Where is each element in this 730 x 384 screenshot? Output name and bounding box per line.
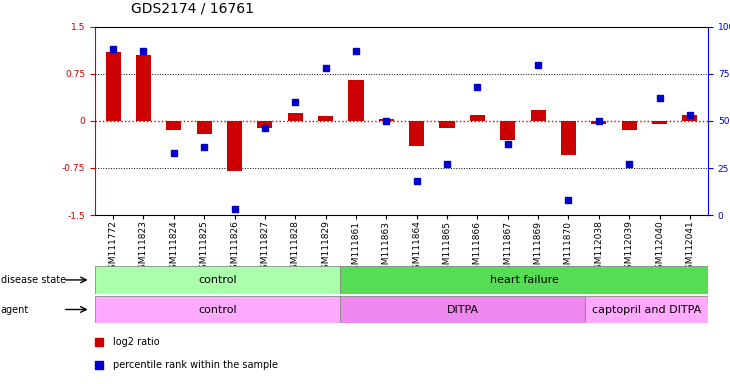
Bar	[348, 80, 364, 121]
Bar	[136, 55, 151, 121]
Text: control: control	[199, 275, 237, 285]
Bar	[561, 121, 576, 156]
Bar	[95, 266, 340, 294]
Bar	[585, 296, 708, 323]
Bar	[591, 121, 607, 124]
Text: captopril and DITPA: captopril and DITPA	[592, 305, 702, 314]
Bar	[500, 121, 515, 140]
Bar	[621, 121, 637, 130]
Bar	[227, 121, 242, 171]
Text: DITPA: DITPA	[447, 305, 479, 314]
Text: agent: agent	[1, 305, 29, 314]
Bar	[379, 119, 394, 121]
Bar	[683, 115, 697, 121]
Bar	[652, 121, 667, 124]
Bar	[196, 121, 212, 134]
Text: percentile rank within the sample: percentile rank within the sample	[113, 360, 278, 370]
Text: GDS2174 / 16761: GDS2174 / 16761	[131, 2, 254, 15]
Bar	[340, 296, 585, 323]
Bar	[439, 121, 455, 129]
Text: disease state: disease state	[1, 275, 66, 285]
Bar	[470, 115, 485, 121]
Bar	[340, 266, 708, 294]
Text: control: control	[199, 305, 237, 314]
Bar	[106, 52, 120, 121]
Bar	[531, 110, 546, 121]
Text: heart failure: heart failure	[490, 275, 558, 285]
Bar	[95, 296, 340, 323]
Bar	[257, 121, 272, 129]
Text: log2 ratio: log2 ratio	[113, 336, 160, 347]
Bar	[409, 121, 424, 146]
Bar	[166, 121, 182, 130]
Bar	[288, 113, 303, 121]
Bar	[318, 116, 333, 121]
